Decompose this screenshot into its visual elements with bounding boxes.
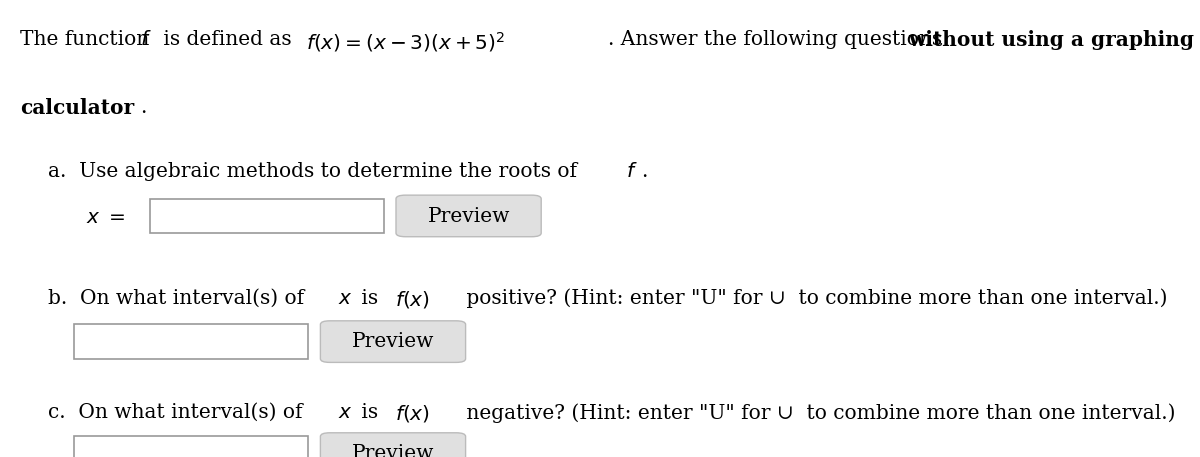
FancyBboxPatch shape — [320, 433, 466, 457]
Text: positive? (Hint: enter "U" for ∪  to combine more than one interval.): positive? (Hint: enter "U" for ∪ to comb… — [460, 289, 1168, 308]
Text: $x$: $x$ — [338, 289, 353, 308]
FancyBboxPatch shape — [74, 324, 308, 359]
Text: c.  On what interval(s) of: c. On what interval(s) of — [48, 403, 308, 422]
Text: $x\ =$: $x\ =$ — [86, 207, 126, 227]
Text: $f$: $f$ — [140, 30, 152, 49]
Text: .: . — [641, 162, 647, 181]
FancyBboxPatch shape — [396, 195, 541, 237]
Text: is: is — [355, 289, 385, 308]
Text: .: . — [140, 98, 146, 117]
FancyBboxPatch shape — [150, 199, 384, 233]
Text: $f(x)$: $f(x)$ — [395, 289, 430, 310]
Text: negative? (Hint: enter "U" for ∪  to combine more than one interval.): negative? (Hint: enter "U" for ∪ to comb… — [460, 403, 1175, 423]
Text: Preview: Preview — [427, 207, 510, 226]
Text: $f(x)$: $f(x)$ — [395, 403, 430, 424]
Text: . Answer the following questions: . Answer the following questions — [608, 30, 949, 49]
Text: is: is — [355, 403, 385, 422]
FancyBboxPatch shape — [74, 436, 308, 457]
FancyBboxPatch shape — [320, 321, 466, 362]
Text: The function: The function — [20, 30, 156, 49]
Text: Preview: Preview — [352, 444, 434, 457]
Text: b.  On what interval(s) of: b. On what interval(s) of — [48, 289, 311, 308]
Text: is defined as: is defined as — [157, 30, 299, 49]
Text: calculator: calculator — [20, 98, 134, 118]
Text: Preview: Preview — [352, 332, 434, 351]
Text: $f(x) = (x - 3)(x + 5)^2$: $f(x) = (x - 3)(x + 5)^2$ — [306, 30, 505, 53]
Text: a.  Use algebraic methods to determine the roots of: a. Use algebraic methods to determine th… — [48, 162, 583, 181]
Text: $f$: $f$ — [626, 162, 638, 181]
Text: without using a graphing: without using a graphing — [908, 30, 1194, 50]
Text: $x$: $x$ — [338, 403, 353, 422]
